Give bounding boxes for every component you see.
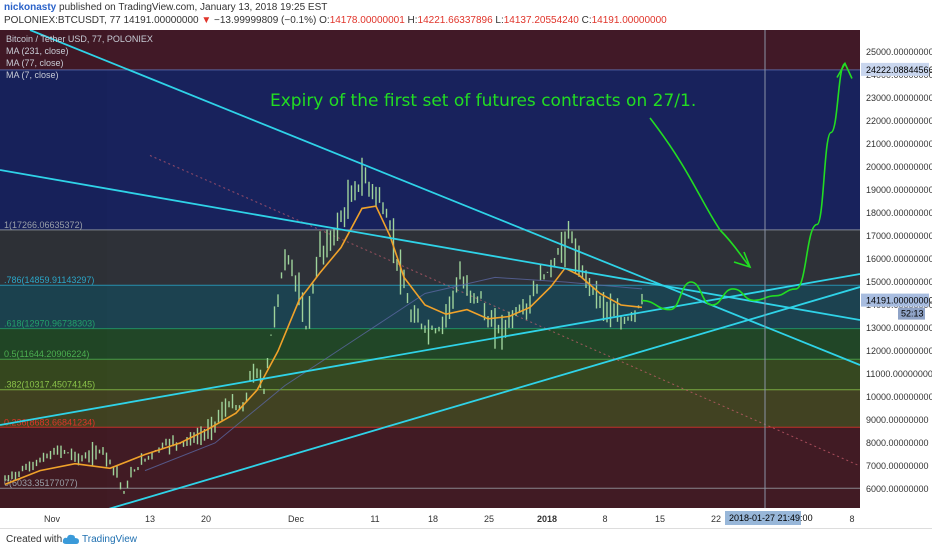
author-link[interactable]: nickonasty: [4, 2, 57, 13]
symbol-label: POLONIEX:BTCUSDT, 77: [4, 15, 121, 26]
y-tick-label-3: 9000.00000000: [866, 415, 929, 425]
current-price-text: 14191.00000000: [866, 296, 932, 306]
trend-line-1: [29, 30, 860, 366]
open-value: 14178.00000001: [329, 15, 405, 26]
trendlines[interactable]: [0, 30, 860, 510]
fib-zone-5: [0, 359, 860, 390]
dotted-trend: [149, 155, 860, 467]
pointer-arrow: [649, 117, 751, 268]
open-label: O:: [319, 15, 330, 26]
high-value: 14221.66337896: [417, 15, 493, 26]
footer: Created with TradingView: [0, 528, 932, 551]
x-tick-label-7: 2018: [537, 514, 557, 524]
fib-zone-2: [0, 229, 860, 286]
tradingview-brand[interactable]: TradingView: [82, 534, 138, 545]
date-badge-text: 2018-01-27 21:49:00: [729, 513, 813, 523]
current-price-badge: [861, 293, 929, 307]
created-with-label: Created with: [6, 534, 63, 545]
trend-line-3: [0, 273, 860, 426]
projection-drawing: [641, 61, 853, 311]
y-tick-label-16: 22000.00000000: [866, 116, 932, 126]
price-change: −13.99999809 (−0.1%): [214, 15, 317, 26]
x-tick-label-10: 22: [711, 514, 721, 524]
y-tick-label-0: 6000.00000000: [866, 484, 929, 494]
fib-label-1: .786(14859.91143297): [4, 275, 94, 285]
target-price-badge: [861, 62, 929, 76]
x-tick-label-12: 8: [849, 514, 854, 524]
y-tick-label-19: 25000.00000000: [866, 47, 932, 57]
publish-line: nickonasty published on TradingView.com,…: [4, 2, 327, 13]
trend-line-4: [108, 286, 860, 508]
legend: Bitcoin / Tether USD, 77, POLONIEX MA (2…: [6, 34, 153, 80]
legend-ma231: MA (231, close): [6, 46, 69, 56]
y-tick-label-9: 15000.00000000: [866, 277, 932, 287]
y-tick-label-6: 12000.00000000: [866, 346, 932, 356]
x-tick-label-0: Nov: [44, 514, 61, 524]
ma77-line: [4, 205, 643, 486]
x-tick-label-8: 8: [602, 514, 607, 524]
moving-averages: [4, 205, 643, 486]
projection-path: [641, 62, 846, 311]
fib-zone-0: [0, 30, 860, 70]
y-tick-label-7: 13000.00000000: [866, 323, 932, 333]
price-chart[interactable]: 1(17266.06635372) .786(14859.91143297) .61…: [0, 30, 932, 528]
legend-title: Bitcoin / Tether USD, 77, POLONIEX: [6, 34, 153, 44]
tradingview-cloud-icon: [62, 534, 79, 544]
fib-zone-1: [0, 69, 860, 230]
axis-badges: 14191.00000000 52:13 24222.08844566 2018-01…: [725, 62, 932, 525]
x-tick-label-6: 25: [484, 514, 494, 524]
price-axis[interactable]: [860, 30, 932, 528]
fib-zone-4: [0, 328, 860, 360]
y-tick-label-12: 18000.00000000: [866, 208, 932, 218]
projection-arrowhead: [836, 61, 853, 79]
y-tick-label-13: 19000.00000000: [866, 185, 932, 195]
high-label: H:: [407, 15, 418, 26]
y-tick-label-17: 23000.00000000: [866, 93, 932, 103]
legend-ma7: MA (7, close): [6, 70, 59, 80]
fib-label-4: .382(10317.45074145): [4, 380, 95, 390]
x-tick-label-9: 15: [655, 514, 665, 524]
fib-label-5: 0.236(8683.66841234): [4, 417, 95, 427]
y-tick-label-5: 11000.00000000: [866, 369, 932, 379]
target-price-text: 24222.08844566: [866, 65, 932, 75]
ma231-line: [144, 276, 643, 472]
y-tick-label-1: 7000.00000000: [866, 461, 929, 471]
countdown-badge: [898, 307, 925, 320]
fib-label-2: .618(12970.96738303): [4, 319, 95, 329]
y-tick-label-11: 17000.00000000: [866, 231, 932, 241]
publish-info: published on TradingView.com, January 13…: [59, 2, 328, 13]
time-axis[interactable]: [0, 508, 860, 528]
fib-label-0: 1(17266.06635372): [4, 220, 83, 230]
x-tick-label-4: 11: [370, 514, 379, 524]
y-tick-label-15: 21000.00000000: [866, 139, 932, 149]
pointer-arrowhead: [733, 251, 752, 269]
low-value: 14137.20554240: [503, 15, 579, 26]
x-tick-label-2: 20: [201, 514, 211, 524]
x-tick-label-5: 18: [428, 514, 438, 524]
annotation-text: Expiry of the first set of futures contr…: [270, 91, 696, 111]
last-price: 14191.00000000: [123, 15, 199, 26]
x-tick-label-1: 13: [145, 514, 155, 524]
y-tick-label-14: 20000.00000000: [866, 162, 932, 172]
candles: [4, 157, 643, 494]
close-label: C:: [581, 15, 592, 26]
x-tick-label-3: Dec: [288, 514, 305, 524]
fib-label-6: 0(6033.35177077): [4, 478, 78, 488]
date-badge: [725, 511, 801, 525]
trend-line-2: [0, 169, 860, 321]
fib-label-3: 0.5(11644.20906224): [4, 349, 89, 359]
ohlc-line: POLONIEX:BTCUSDT, 77 14191.00000000 ▼ −1…: [4, 15, 667, 26]
close-value: 14191.00000000: [591, 15, 667, 26]
fib-zone-7: [0, 427, 860, 508]
y-tick-label-4: 10000.00000000: [866, 392, 932, 402]
countdown-text: 52:13: [901, 309, 924, 319]
low-label: L:: [495, 15, 504, 26]
y-tick-label-10: 16000.00000000: [866, 254, 932, 264]
fib-zone-6: [0, 389, 860, 428]
legend-ma77: MA (77, close): [6, 58, 64, 68]
y-tick-label-2: 8000.00000000: [866, 438, 929, 448]
down-arrow-icon: ▼: [201, 15, 212, 26]
header: nickonasty published on TradingView.com,…: [0, 0, 932, 30]
